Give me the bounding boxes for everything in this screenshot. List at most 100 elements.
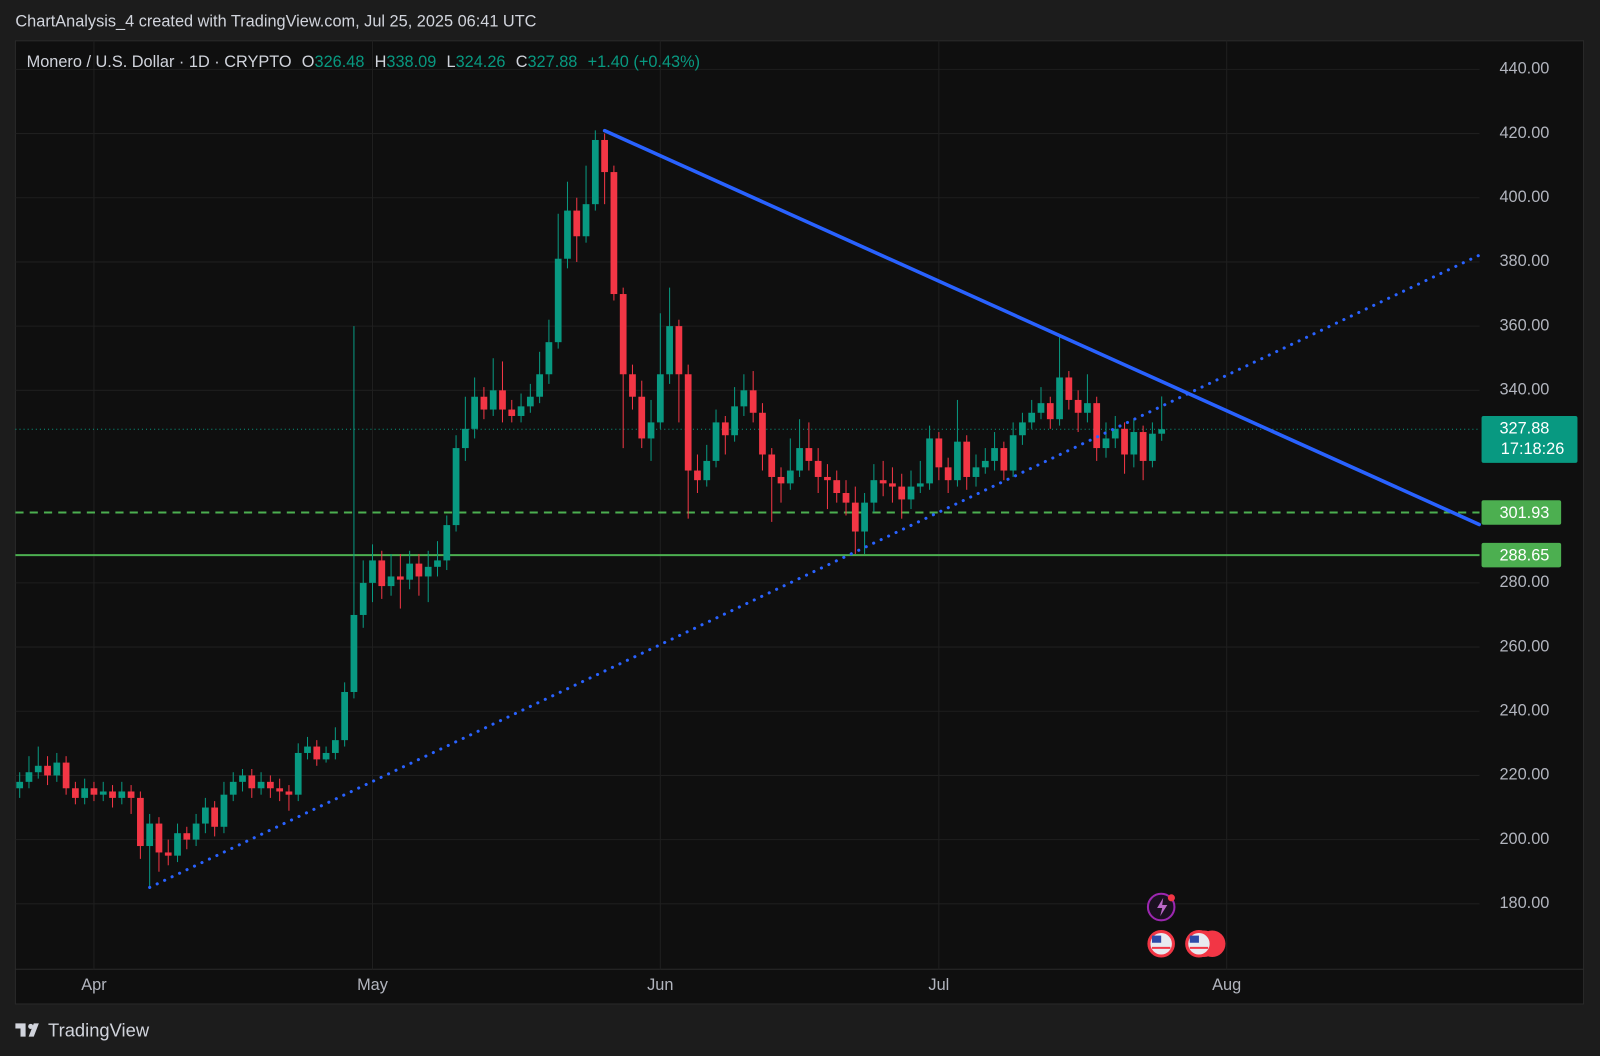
candle-body xyxy=(369,560,376,583)
candle-body xyxy=(313,746,321,760)
axes: 180.00 200.00 220.00 240.00 260.00 280.00 340.… xyxy=(81,60,1578,994)
candle-body xyxy=(434,560,441,567)
candle-body xyxy=(406,563,414,580)
candle-body xyxy=(331,740,339,753)
y-tick-label: 440.00 xyxy=(1499,60,1549,78)
candle-body xyxy=(137,797,144,847)
candle-body xyxy=(638,396,646,439)
candle-body xyxy=(1019,422,1026,436)
last-price-label: 327.88 xyxy=(1499,420,1549,438)
candle-body xyxy=(443,525,451,561)
y-tick-label: 200.00 xyxy=(1499,830,1549,848)
candle-body xyxy=(1084,403,1091,413)
event-icon[interactable] xyxy=(1147,929,1175,958)
candle-body xyxy=(90,788,98,795)
candle-body xyxy=(666,326,673,375)
candles xyxy=(16,130,1166,888)
candle-body xyxy=(387,576,395,587)
ohlc-label: C xyxy=(516,54,528,72)
change: +1.40 (+0.43%) xyxy=(588,54,700,72)
event-icon[interactable] xyxy=(1185,929,1213,958)
candle-body xyxy=(721,422,729,436)
candle-body xyxy=(72,788,79,798)
trendline xyxy=(602,128,1482,527)
candle-body xyxy=(62,762,70,789)
candle-body xyxy=(25,772,33,782)
candle-body xyxy=(341,691,349,741)
candle-body xyxy=(192,823,200,840)
candle-body xyxy=(81,788,89,798)
candle-body xyxy=(954,441,961,481)
candle-body xyxy=(935,438,943,468)
candle-body xyxy=(805,448,813,461)
candle-body xyxy=(731,406,738,436)
level-price-box xyxy=(1481,500,1562,525)
candle-body xyxy=(146,823,154,847)
flag-canton xyxy=(1152,935,1162,943)
candle-body xyxy=(285,791,293,795)
candle-body xyxy=(229,781,237,795)
candle-body xyxy=(517,406,525,416)
candle-body xyxy=(861,502,868,532)
candle-body xyxy=(1074,399,1082,413)
trendline xyxy=(148,253,1481,889)
candle-body xyxy=(202,807,209,824)
candle-body xyxy=(1037,403,1045,413)
candle-body xyxy=(471,396,478,429)
y-tick-label: 220.00 xyxy=(1499,766,1549,784)
candle-body xyxy=(619,294,627,375)
candle-body xyxy=(1111,428,1119,439)
candle-body xyxy=(53,762,61,776)
candle-body xyxy=(276,788,284,792)
ohlc-value: 324.26 xyxy=(456,54,506,72)
candle-body xyxy=(712,422,720,461)
candle-body xyxy=(1093,403,1101,449)
level-price-box xyxy=(1481,542,1562,568)
candle-body xyxy=(981,460,989,468)
candle-body xyxy=(963,441,971,477)
candle-body xyxy=(508,409,516,416)
candle-body xyxy=(1149,433,1156,461)
candle-body xyxy=(257,781,265,789)
candle-body xyxy=(396,576,404,580)
candle-body xyxy=(675,326,683,375)
candle-body xyxy=(703,460,711,481)
y-tick-label: 420.00 xyxy=(1499,124,1549,142)
candle-body xyxy=(1046,403,1054,420)
candle-body xyxy=(1028,412,1036,423)
last-price-box xyxy=(1481,415,1578,463)
flag-canton xyxy=(1189,935,1199,943)
candle-body xyxy=(647,422,655,439)
event-icons xyxy=(1146,892,1226,958)
candle-body xyxy=(870,480,878,503)
candle-body xyxy=(768,454,776,477)
legend: Monero / U.S. Dollar · 1D · CRYPTO O326.4… xyxy=(27,54,700,72)
candle-body xyxy=(415,563,423,577)
candle-body xyxy=(155,823,163,853)
candle-body xyxy=(211,807,219,827)
ohlc-label: O xyxy=(302,54,315,72)
candle-body xyxy=(656,374,664,423)
ohlc-label: L xyxy=(447,54,456,72)
candle-body xyxy=(796,448,803,471)
countdown: 17:18:26 xyxy=(1501,440,1564,458)
candle-body xyxy=(610,172,618,295)
level-price-label: 301.93 xyxy=(1499,504,1549,522)
candle-body xyxy=(480,396,488,410)
candle-body xyxy=(267,781,274,789)
attribution: ChartAnalysis_4 created with TradingView… xyxy=(15,13,536,31)
candle-body xyxy=(759,412,766,455)
y-tick-label: 240.00 xyxy=(1499,702,1549,720)
chart-panel xyxy=(14,40,1585,1005)
candle-body xyxy=(526,396,534,407)
candle-body xyxy=(898,486,906,500)
y-tick-label: 180.00 xyxy=(1499,894,1549,912)
candle-body xyxy=(842,493,850,503)
candle-body xyxy=(127,791,135,798)
candle-body xyxy=(174,833,181,856)
y-tick-label: 400.00 xyxy=(1499,188,1549,206)
ohlc-label: H xyxy=(375,54,387,72)
candle-body xyxy=(601,139,608,173)
candle-body xyxy=(1000,448,1008,471)
